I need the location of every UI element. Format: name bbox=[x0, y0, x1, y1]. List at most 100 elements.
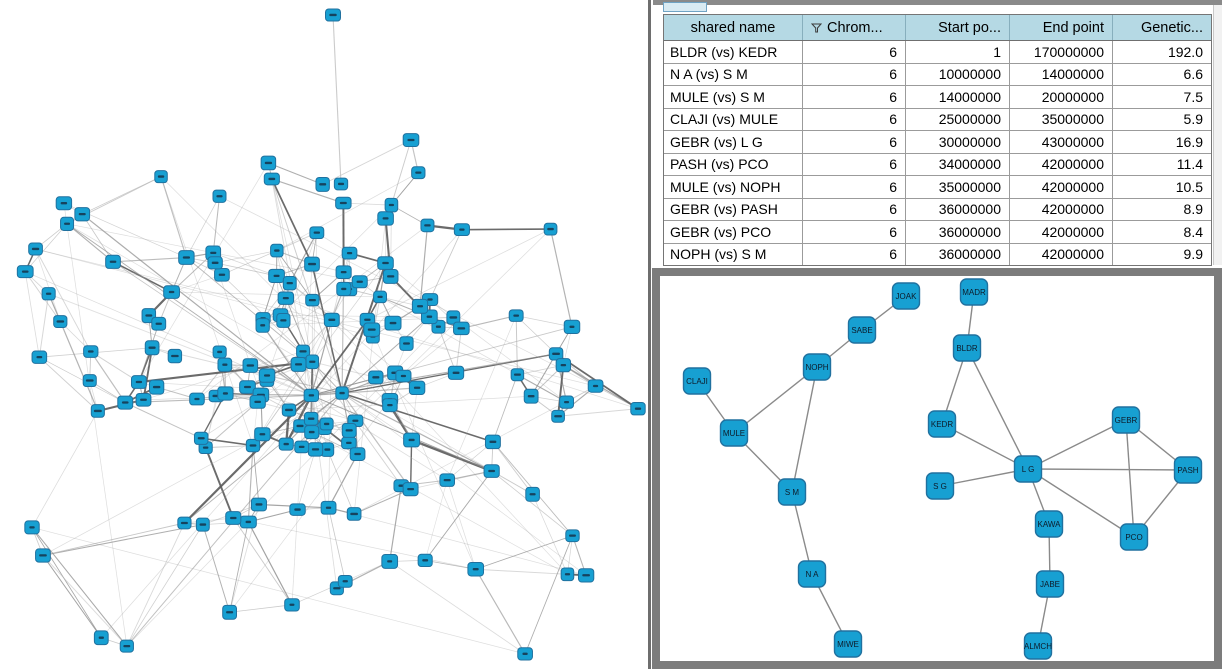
network-node[interactable] bbox=[447, 365, 465, 380]
network-node[interactable] bbox=[212, 345, 227, 359]
network-edge[interactable] bbox=[941, 423, 1029, 470]
network-node[interactable] bbox=[167, 348, 183, 364]
main-network-view[interactable] bbox=[0, 0, 650, 669]
network-node[interactable] bbox=[16, 265, 34, 279]
network-node[interactable] bbox=[483, 464, 500, 478]
network-node[interactable] bbox=[193, 431, 209, 445]
network-node[interactable] bbox=[258, 368, 276, 383]
network-node[interactable]: N A bbox=[797, 560, 827, 588]
network-node[interactable] bbox=[282, 276, 297, 291]
network-node[interactable] bbox=[225, 511, 242, 525]
network-node[interactable] bbox=[403, 432, 421, 448]
network-node[interactable] bbox=[263, 172, 280, 186]
network-node[interactable] bbox=[24, 520, 40, 535]
network-node[interactable] bbox=[384, 197, 399, 213]
network-node[interactable] bbox=[307, 442, 324, 457]
network-node[interactable] bbox=[178, 250, 195, 265]
network-node[interactable] bbox=[195, 517, 210, 532]
network-node[interactable] bbox=[189, 392, 205, 406]
table-row[interactable]: CLAJI (vs) MULE 6 25000000 35000000 5.9 bbox=[664, 108, 1211, 131]
table-row[interactable]: GEBR (vs) PASH 6 36000000 42000000 8.9 bbox=[664, 198, 1211, 221]
network-node[interactable] bbox=[242, 358, 259, 373]
network-node[interactable] bbox=[268, 268, 285, 283]
network-node[interactable] bbox=[290, 357, 307, 372]
network-node[interactable] bbox=[151, 316, 167, 331]
network-node[interactable] bbox=[336, 281, 352, 297]
network-node[interactable] bbox=[214, 267, 230, 282]
network-node[interactable] bbox=[135, 392, 152, 407]
network-node[interactable] bbox=[329, 581, 344, 596]
network-node[interactable] bbox=[217, 357, 233, 372]
network-node[interactable] bbox=[289, 503, 306, 516]
network-node[interactable] bbox=[212, 189, 227, 203]
column-header-chrom[interactable]: Chrom... bbox=[803, 15, 906, 40]
table-row[interactable]: MULE (vs) S M 6 14000000 20000000 7.5 bbox=[664, 86, 1211, 109]
network-node[interactable] bbox=[351, 275, 368, 289]
network-node[interactable] bbox=[35, 548, 51, 563]
network-node[interactable] bbox=[105, 254, 121, 269]
network-node[interactable] bbox=[341, 423, 357, 438]
network-node[interactable] bbox=[382, 398, 398, 413]
table-row[interactable]: NOPH (vs) S M 6 36000000 42000000 9.9 bbox=[664, 243, 1211, 265]
network-node[interactable]: GEBR bbox=[1111, 406, 1141, 434]
network-node[interactable] bbox=[255, 318, 270, 333]
network-node[interactable] bbox=[381, 554, 399, 569]
network-node[interactable] bbox=[467, 562, 485, 577]
network-node[interactable] bbox=[335, 386, 349, 400]
network-node[interactable] bbox=[453, 321, 470, 336]
network-node[interactable] bbox=[335, 196, 352, 210]
network-node[interactable] bbox=[323, 312, 340, 328]
table-row[interactable]: BLDR (vs) KEDR 6 1 170000000 192.0 bbox=[664, 41, 1211, 64]
vertical-scrollbar[interactable] bbox=[1213, 5, 1222, 265]
network-node[interactable] bbox=[377, 256, 394, 270]
network-node[interactable] bbox=[278, 437, 294, 451]
network-edge[interactable] bbox=[1027, 468, 1135, 538]
network-node[interactable]: MADR bbox=[959, 278, 989, 306]
network-edge[interactable] bbox=[1027, 419, 1127, 470]
network-node[interactable] bbox=[303, 411, 319, 426]
network-node[interactable] bbox=[565, 529, 580, 543]
network-node[interactable] bbox=[304, 425, 320, 440]
network-node[interactable] bbox=[250, 497, 267, 512]
network-node[interactable]: KAWA bbox=[1034, 510, 1064, 538]
network-node[interactable]: NOPH bbox=[802, 353, 832, 381]
network-node[interactable]: ALMCH bbox=[1023, 632, 1052, 660]
network-node[interactable]: CLAJI bbox=[682, 367, 712, 395]
network-node[interactable] bbox=[402, 133, 420, 147]
network-node[interactable] bbox=[411, 298, 429, 314]
network-node[interactable]: PASH bbox=[1173, 456, 1203, 484]
network-node[interactable] bbox=[508, 309, 524, 322]
network-node[interactable] bbox=[525, 486, 540, 502]
table-row[interactable]: N A (vs) S M 6 10000000 14000000 6.6 bbox=[664, 63, 1211, 86]
filter-icon[interactable] bbox=[811, 23, 822, 33]
network-node[interactable] bbox=[337, 574, 353, 588]
network-node[interactable] bbox=[284, 598, 300, 612]
network-node[interactable] bbox=[510, 368, 525, 382]
network-node[interactable] bbox=[303, 388, 320, 403]
network-node[interactable] bbox=[28, 242, 43, 256]
network-node[interactable] bbox=[254, 427, 271, 442]
network-node[interactable] bbox=[304, 256, 320, 272]
network-node[interactable]: BLDR bbox=[952, 334, 982, 362]
column-header-start-po[interactable]: Start po... bbox=[906, 15, 1010, 40]
network-node[interactable] bbox=[74, 207, 91, 222]
network-node[interactable] bbox=[439, 473, 456, 487]
network-node[interactable] bbox=[90, 404, 105, 418]
network-node[interactable] bbox=[453, 223, 470, 237]
network-node[interactable] bbox=[560, 567, 575, 582]
network-node[interactable] bbox=[395, 369, 412, 383]
network-node[interactable] bbox=[281, 403, 297, 417]
network-node[interactable] bbox=[368, 370, 384, 385]
network-node[interactable] bbox=[363, 322, 381, 337]
network-node[interactable] bbox=[41, 287, 56, 301]
network-node[interactable] bbox=[82, 374, 97, 388]
network-node[interactable] bbox=[382, 269, 399, 284]
network-node[interactable] bbox=[630, 402, 646, 416]
network-node[interactable] bbox=[119, 639, 134, 653]
network-node[interactable]: MIWE bbox=[833, 630, 863, 658]
network-node[interactable] bbox=[305, 354, 320, 370]
column-header-shared-name[interactable]: shared name bbox=[664, 15, 803, 40]
network-node[interactable] bbox=[276, 312, 291, 328]
network-node[interactable] bbox=[555, 358, 572, 373]
network-node[interactable] bbox=[60, 216, 75, 231]
